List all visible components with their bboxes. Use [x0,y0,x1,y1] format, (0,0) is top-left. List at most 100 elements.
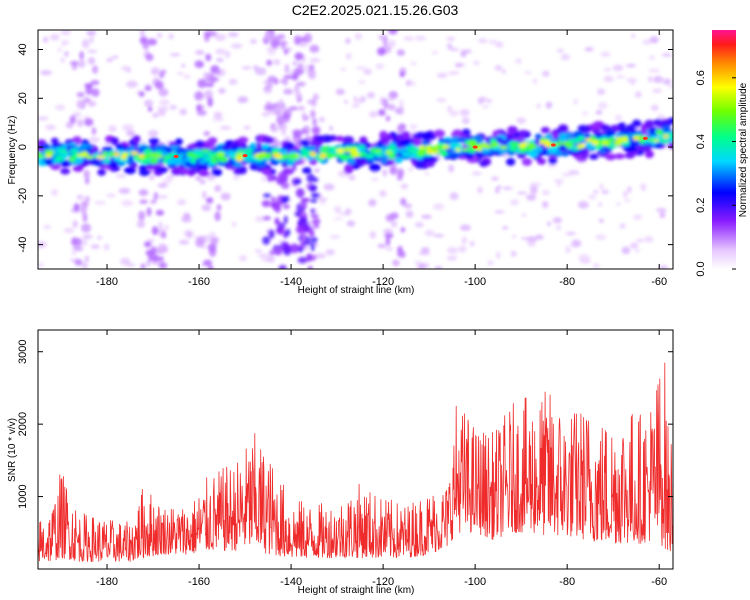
spectrogram-speckle [581,111,589,116]
spectrogram-streak-blob [306,99,317,105]
spectrogram-speckle [408,167,413,172]
colorbar-ticks: 0.0 0.2 0.4 0.6 [695,70,736,277]
spectrogram-ridge-blob [247,156,256,161]
spectrogram-ridge-blob [342,135,355,144]
spectrogram-speckle [526,193,537,201]
snr-y-label: SNR (10 * v/v) [7,418,18,482]
spectrogram-ridge-blob [465,152,475,160]
spectrogram-ridge-blob [425,144,431,150]
colorbar-tick-label: 0.2 [695,198,707,213]
spectrogram-streak-blob [264,104,273,111]
spectrogram-ridge-blob [644,119,655,128]
spectrogram-speckle [516,117,526,124]
spectrogram-streak-blob [310,208,316,214]
spectrogram-speckle [345,53,352,60]
spectrogram-streak-blob [293,35,302,42]
spectrogram-streak-blob [296,69,305,74]
spectrogram-ridge-blob [402,152,412,157]
spectrogram-ridge-blob [374,148,382,153]
spectrogram-ridge-blob [586,143,596,150]
spectrogram-streak-blob [69,61,79,66]
spectrogram-ridge-blob [455,148,461,152]
spectrogram-streak-blob [308,184,318,192]
spectrogram-speckle [656,78,667,84]
spectrogram-speckle [325,249,335,256]
spectrogram-ridge-blob [509,146,518,152]
spectrogram-streak-blob [278,264,287,269]
spectrogram-speckle [625,64,636,68]
spectrogram-streak-blob [285,195,290,203]
spectrogram-ridge-blob [653,143,664,149]
spectrogram-speckle [144,99,154,108]
spectrogram-ridge-blob [112,155,121,161]
spectrogram-ridge-blob [439,150,448,157]
spectrogram-ridge-blob [192,149,202,154]
spectrogram-ridge-blob [667,137,673,142]
spectrogram-ridge-blob [521,157,532,166]
spectrogram-streak-blob [82,209,87,220]
spectrogram-ridge-blob [539,140,545,145]
spectrogram-ridge-blob [484,143,490,150]
spectrogram-streak-blob [148,175,155,180]
spectrogram-streak-blob [261,199,271,208]
spectrogram-speckle [612,64,624,72]
spectrogram-streak-blob [274,247,283,256]
spectrogram-speckle [164,224,169,230]
spectrogram-ridge-blob [373,156,381,162]
spectrogram-ridge-blob [151,158,159,164]
spectrogram-streak-blob [263,88,273,94]
spectrogram-ridge-blob [110,136,119,146]
spectrogram-streak-blob [310,109,316,119]
spectrogram-streak-blob [196,104,202,112]
spectrogram-streak-blob [389,165,398,175]
spectrogram-speckle [313,168,321,173]
spectrogram-speckle [329,125,334,131]
spectrogram-speckle [624,198,631,203]
spectrogram-speckle [38,262,44,268]
spectrogram-streak-blob [157,243,168,254]
spectrogram-streak-blob [384,233,394,239]
spectrogram-streak-blob [84,176,90,185]
spectrogram-streak-blob [76,119,84,127]
spectrogram-speckle [260,176,267,182]
spectrogram-speckle [597,101,608,110]
spectrogram-frame [37,29,674,270]
spectrogram-streak-blob [300,232,307,242]
spectrogram-x-label: Height of straight line (km) [298,285,415,296]
spectrogram-speckle [494,187,500,194]
spectrogram-speckle [502,226,509,230]
spectrogram-speckle [399,99,404,108]
spectrogram-speckle [61,40,70,45]
spectrogram-streak-blob [283,49,288,55]
spectrogram-speckle [38,116,49,121]
spectrogram-speckle [561,172,572,177]
colorbar-label: Normalized spectral amplitude [738,82,749,217]
spectrogram-speckle [659,212,666,219]
spectrogram-ridge-blob [470,142,479,147]
spectrogram-ridge-blob [364,153,375,159]
spectrogram-ridge-blob [509,141,518,147]
spectrogram-ridge-blob [85,155,95,160]
spectrogram-speckle [369,231,377,239]
spectrogram-speckle [43,224,52,230]
spectrogram-ridge-blob [505,157,516,166]
spectrogram-ridge-blob [401,131,411,140]
spectrogram-speckle [72,112,82,118]
spectrogram-speckle [181,64,186,68]
spectrogram-ridge-blob [561,150,569,157]
spectrogram-streak-blob [382,98,389,108]
spectrogram-ridge-blob [442,144,450,150]
colorbar: 0.0 0.2 0.4 0.6 Normalized spectral amplitu… [695,30,749,277]
spectrogram-speckle [614,114,623,121]
spectrogram-ridge-blob [319,153,327,159]
spectrogram-streak-blob [312,118,317,126]
spectrogram-speckle [541,200,549,209]
spectrogram-streak-blob [302,115,310,121]
spectrogram-ridge-blob [103,157,111,164]
spectrogram-ridge-blob [302,167,312,174]
spectrogram-ridge-blob [190,157,197,164]
spectrogram-speckle [162,178,173,184]
spectrogram-streak-blob [139,30,145,38]
spectrogram-speckle [545,101,553,109]
spectrogram-speckle [619,223,626,229]
